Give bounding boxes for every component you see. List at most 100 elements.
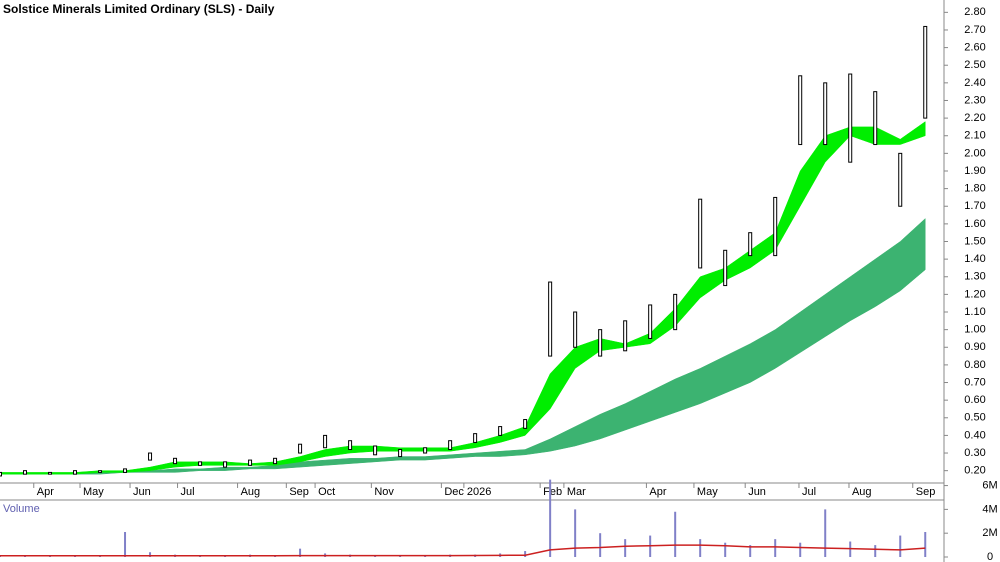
volume-bar (699, 539, 702, 557)
price-bar (198, 461, 203, 466)
volume-bar (774, 539, 777, 557)
price-bar (723, 249, 728, 287)
x-tick-label: Oct (318, 486, 335, 498)
volume-bar (299, 548, 302, 557)
volume-bar (424, 555, 427, 557)
price-bar (923, 25, 928, 119)
x-tick-label: Aug (852, 486, 872, 498)
volume-bar (399, 555, 402, 557)
y-tick-label: 2.60 (964, 42, 985, 54)
price-bar (123, 468, 128, 473)
price-bar (673, 293, 678, 331)
y-tick-label: 0.90 (964, 341, 985, 353)
y-tick-label: 0.70 (964, 376, 985, 388)
y-tick-label: 2.50 (964, 59, 985, 71)
price-bar (898, 152, 903, 207)
y-tick-label: 1.70 (964, 200, 985, 212)
y-tick-label: 0.50 (964, 412, 985, 424)
y-tick-label: 2.80 (964, 6, 985, 18)
volume-bar (874, 545, 877, 557)
price-bar (423, 447, 428, 454)
price-bar (223, 461, 228, 468)
band (0, 218, 926, 475)
y-tick-label: 1.10 (964, 306, 985, 318)
x-tick-label: Jul (802, 486, 816, 498)
price-bar (398, 449, 403, 458)
price-bar (298, 443, 303, 454)
price-bar (248, 459, 253, 466)
x-tick-label: Apr (37, 486, 54, 498)
x-tick-label: Feb (543, 486, 562, 498)
y-tick-label: 1.90 (964, 165, 985, 177)
chart-title: Solstice Minerals Limited Ordinary (SLS)… (3, 2, 275, 16)
x-tick-label: Aug (241, 486, 261, 498)
x-tick-label: Nov (374, 486, 394, 498)
price-bar (348, 440, 353, 451)
volume-bar (149, 552, 152, 557)
y-tick-label: 1.80 (964, 183, 985, 195)
price-bar (623, 320, 628, 352)
price-bar (23, 470, 28, 475)
x-tick-label: Sep (916, 486, 936, 498)
x-tick-label: Dec (444, 486, 464, 498)
y-tick-label: 2.20 (964, 112, 985, 124)
price-bar (173, 457, 178, 465)
y-tick-label: 0.40 (964, 429, 985, 441)
y-tick-label: 1.60 (964, 218, 985, 230)
y-tick-label: 1.50 (964, 235, 985, 247)
x-tick-label: Apr (649, 486, 666, 498)
price-bar (98, 470, 103, 473)
price-bar (798, 75, 803, 146)
y-tick-label: 2.30 (964, 94, 985, 106)
price-bar (473, 433, 478, 443)
price-bar (648, 304, 653, 339)
price-bar (323, 434, 328, 449)
volume-bar (524, 551, 527, 557)
y-tick-label: 1.30 (964, 271, 985, 283)
price-bar (873, 91, 878, 146)
volume-bar (799, 542, 802, 557)
price-bar (573, 311, 578, 348)
x-tick-label: May (83, 486, 104, 498)
y-tick-label: 0 (987, 551, 993, 562)
volume-title: Volume (3, 503, 40, 515)
price-bar (148, 452, 153, 461)
price-bar (373, 445, 378, 456)
price-bar (748, 232, 753, 257)
y-tick-label: 0.30 (964, 447, 985, 459)
price-bar (273, 457, 278, 465)
y-tick-label: 4M (982, 503, 997, 515)
volume-bar (924, 532, 927, 557)
y-tick-label: 6M (982, 479, 997, 491)
price-bar (823, 82, 828, 146)
x-tick-label: May (697, 486, 718, 498)
volume-bar (574, 509, 577, 557)
y-tick-label: 2.40 (964, 77, 985, 89)
price-bar (548, 281, 553, 357)
y-tick-label: 0.80 (964, 359, 985, 371)
volume-bar (899, 535, 902, 557)
volume-bar (599, 533, 602, 557)
price-bar (773, 196, 778, 257)
price-bar (73, 470, 78, 475)
y-tick-label: 1.20 (964, 288, 985, 300)
x-tick-label: Jun (748, 486, 766, 498)
y-tick-label: 2.70 (964, 24, 985, 36)
volume-bar (549, 479, 552, 557)
price-bar (448, 440, 453, 451)
x-tick-label: Jul (181, 486, 195, 498)
volume-bar (124, 532, 127, 557)
x-tick-label: Sep (289, 486, 309, 498)
volume-bar (824, 509, 827, 557)
band (0, 121, 926, 475)
price-bar (0, 471, 2, 477)
volume-bar (374, 555, 377, 557)
price-bar (848, 73, 853, 163)
y-tick-label: 1.40 (964, 253, 985, 265)
y-tick-label: 2M (982, 527, 997, 539)
price-bar (48, 471, 53, 475)
y-tick-label: 2.10 (964, 130, 985, 142)
y-tick-label: 0.20 (964, 465, 985, 477)
volume-bar (624, 539, 627, 557)
